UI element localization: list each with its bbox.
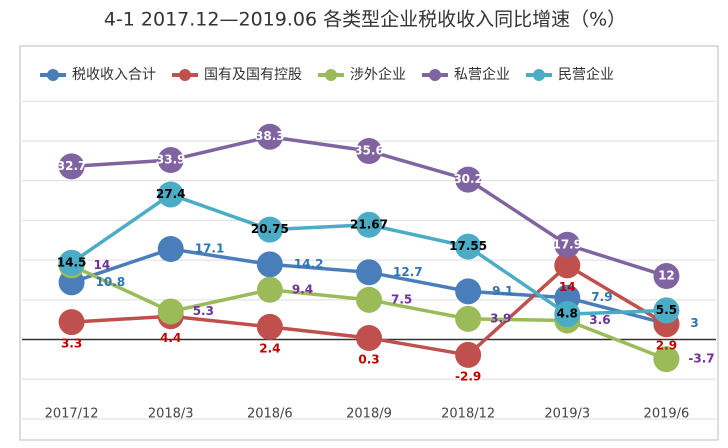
point	[356, 286, 382, 313]
data-label: 2.9	[656, 339, 677, 353]
legend-label: 涉外企业	[350, 66, 406, 83]
data-label: 5.3	[193, 304, 214, 318]
data-label: 14	[559, 280, 576, 294]
point	[356, 211, 382, 238]
x-tick-label: 2018/9	[346, 407, 392, 422]
x-tick-label: 2019/3	[544, 407, 590, 422]
data-label: 7.5	[391, 292, 412, 306]
legend-label: 国有及国有控股	[204, 67, 302, 83]
data-label: 2.4	[259, 341, 280, 355]
point	[455, 166, 482, 193]
point	[58, 249, 85, 276]
data-label: 12.7	[393, 265, 423, 279]
data-label: 35.6	[354, 144, 384, 158]
data-label: 3.9	[490, 311, 511, 325]
legend-marker	[47, 69, 59, 81]
point	[157, 298, 184, 325]
legend-marker	[429, 69, 441, 81]
legend-marker	[325, 69, 337, 81]
chart-frame	[19, 45, 719, 441]
point	[653, 297, 680, 324]
point	[356, 324, 382, 351]
legend-label: 私营企业	[454, 66, 510, 83]
data-label: 9.4	[292, 282, 313, 296]
data-label: 4.8	[557, 307, 578, 321]
data-label: 17.55	[449, 239, 487, 253]
data-label: 7.9	[591, 290, 612, 304]
x-tick-label: 2018/6	[247, 407, 293, 422]
data-label: 30.2	[453, 172, 483, 186]
point	[58, 153, 85, 180]
point	[157, 235, 184, 262]
data-label: -3.7	[688, 352, 714, 366]
legend-label: 税收收入合计	[72, 67, 156, 83]
data-label: 0.3	[358, 352, 379, 366]
point	[356, 259, 382, 286]
data-label: 32.7	[57, 159, 87, 173]
data-label: 14	[94, 258, 111, 272]
data-label: 20.75	[251, 222, 289, 236]
point	[455, 233, 482, 260]
point	[157, 181, 184, 208]
x-tick-label: 2019/6	[644, 407, 690, 422]
point	[256, 313, 283, 340]
point	[455, 341, 482, 368]
data-label: 27.4	[156, 187, 186, 201]
data-label: 3.3	[61, 337, 82, 351]
data-label: 5.5	[656, 303, 677, 317]
x-tick-label: 2018/12	[441, 407, 495, 422]
data-label: 33.9	[156, 153, 186, 167]
legend-label: 民营企业	[558, 66, 614, 83]
chart-title: 4-1 2017.12—2019.06 各类型企业税收收入同比增速（%）	[104, 9, 626, 31]
point	[157, 147, 184, 174]
point	[356, 138, 382, 165]
point	[256, 216, 283, 243]
data-label: 14.5	[57, 255, 87, 269]
data-label: 4.4	[160, 331, 181, 345]
x-tick-label: 2018/3	[148, 407, 194, 422]
data-label: 14.2	[294, 257, 324, 271]
point	[554, 252, 581, 279]
data-label: 21.67	[350, 217, 388, 231]
x-tick-label: 2017/12	[45, 407, 99, 422]
point	[256, 251, 283, 278]
data-label: -2.9	[455, 369, 481, 383]
data-label: 38.3	[255, 129, 285, 143]
data-label: 17.1	[195, 241, 225, 255]
point	[58, 309, 85, 336]
data-label: 3	[690, 316, 698, 330]
legend-marker	[533, 69, 545, 81]
point	[554, 231, 581, 258]
point	[653, 346, 680, 373]
point	[455, 278, 482, 305]
data-label: 3.6	[589, 313, 610, 327]
data-label: 9.1	[492, 284, 513, 298]
point	[455, 305, 482, 332]
point	[653, 263, 680, 290]
point	[554, 301, 581, 328]
point	[256, 276, 283, 303]
data-label: 10.8	[96, 275, 126, 289]
legend-marker	[179, 69, 191, 81]
point	[256, 123, 283, 150]
data-label: 17.9	[552, 237, 582, 251]
data-label: 12	[658, 269, 675, 283]
